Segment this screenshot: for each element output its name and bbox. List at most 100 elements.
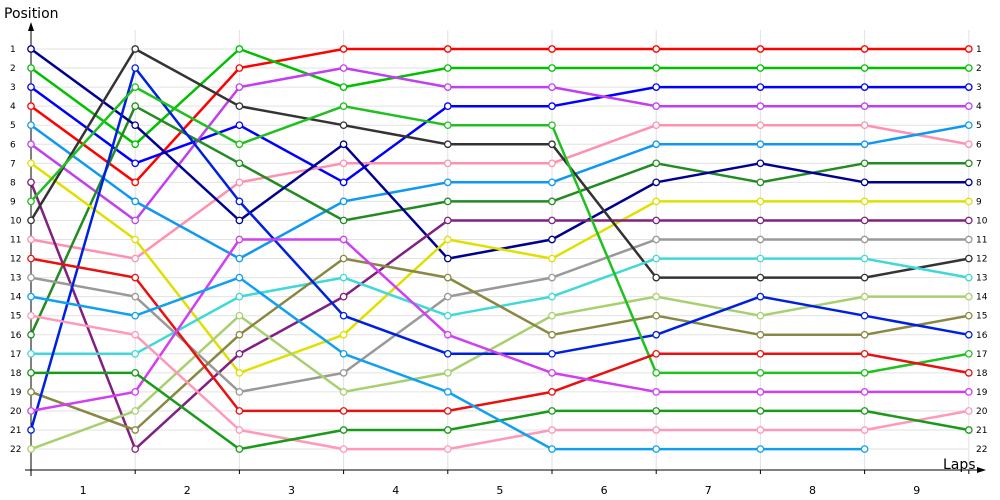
data-point bbox=[860, 330, 869, 339]
data-point bbox=[27, 216, 35, 225]
data-point bbox=[860, 197, 869, 206]
data-point bbox=[652, 445, 661, 453]
series-20 bbox=[27, 311, 973, 453]
y-tick-label-right: 6 bbox=[976, 140, 982, 150]
data-point bbox=[443, 159, 452, 168]
data-point bbox=[548, 407, 556, 415]
data-point bbox=[964, 197, 973, 206]
data-point bbox=[235, 216, 244, 225]
data-point bbox=[443, 292, 452, 301]
data-point bbox=[652, 102, 661, 111]
data-point bbox=[756, 311, 765, 320]
y-tick-label-left: 13 bbox=[10, 274, 21, 284]
data-point bbox=[443, 445, 452, 453]
data-point bbox=[339, 311, 348, 320]
y-tick-label-left: 22 bbox=[10, 445, 21, 455]
data-point bbox=[235, 254, 244, 263]
data-point bbox=[235, 330, 244, 339]
data-point bbox=[27, 102, 35, 111]
data-point bbox=[235, 235, 244, 244]
data-point bbox=[27, 368, 35, 377]
data-point bbox=[27, 426, 35, 434]
data-point bbox=[235, 83, 244, 91]
data-point bbox=[652, 121, 661, 130]
series-line bbox=[30, 162, 969, 375]
data-point bbox=[235, 159, 244, 168]
data-point bbox=[548, 140, 556, 149]
series-line bbox=[30, 314, 970, 451]
data-point bbox=[235, 273, 244, 282]
y-tick-label-right: 5 bbox=[976, 121, 982, 131]
data-point bbox=[339, 445, 348, 453]
y-tick-label-right: 9 bbox=[976, 197, 982, 207]
data-point bbox=[443, 330, 452, 339]
data-point bbox=[756, 102, 765, 111]
data-point bbox=[131, 292, 140, 301]
data-point bbox=[443, 349, 452, 358]
data-point bbox=[339, 273, 348, 282]
data-point bbox=[964, 121, 973, 130]
series-line bbox=[30, 257, 970, 413]
y-tick-label-left: 17 bbox=[10, 350, 21, 360]
data-point bbox=[964, 273, 973, 282]
y-axis-arrow bbox=[28, 22, 34, 31]
data-point bbox=[548, 273, 556, 282]
y-tick-label-right: 8 bbox=[976, 178, 982, 188]
y-tick-label-left: 7 bbox=[10, 159, 16, 169]
data-point bbox=[756, 368, 765, 377]
data-point bbox=[964, 216, 973, 225]
data-point bbox=[27, 254, 35, 263]
data-point bbox=[652, 292, 661, 301]
y-tick-label-right: 21 bbox=[976, 426, 987, 436]
data-point bbox=[548, 64, 556, 72]
data-point bbox=[756, 178, 765, 187]
data-point bbox=[131, 216, 140, 225]
series-2 bbox=[27, 45, 973, 149]
data-point bbox=[756, 273, 765, 282]
data-point bbox=[548, 445, 556, 453]
data-point bbox=[131, 273, 140, 282]
data-point bbox=[443, 121, 452, 130]
data-point bbox=[652, 83, 661, 91]
data-point bbox=[860, 349, 869, 358]
series-19 bbox=[27, 235, 973, 415]
data-point bbox=[548, 388, 556, 396]
data-point bbox=[548, 311, 556, 320]
data-point bbox=[27, 311, 35, 320]
series-9 bbox=[27, 159, 973, 377]
data-point bbox=[652, 388, 661, 396]
data-point bbox=[339, 45, 348, 53]
data-point bbox=[652, 407, 661, 415]
data-point bbox=[27, 407, 35, 415]
data-point bbox=[443, 426, 452, 434]
data-point bbox=[756, 159, 765, 168]
data-point bbox=[443, 178, 452, 187]
data-point bbox=[131, 197, 140, 206]
data-point bbox=[235, 64, 244, 72]
data-point bbox=[964, 368, 973, 377]
data-point bbox=[860, 368, 869, 377]
data-point bbox=[443, 64, 452, 72]
series-line bbox=[30, 47, 969, 184]
data-point bbox=[548, 330, 556, 339]
series-line bbox=[30, 47, 969, 146]
y-tick-label-right: 2 bbox=[976, 64, 982, 74]
data-point bbox=[964, 407, 973, 415]
data-point bbox=[548, 292, 556, 301]
data-point bbox=[652, 254, 661, 263]
data-point bbox=[131, 445, 140, 453]
x-tick-label: 9 bbox=[913, 484, 920, 497]
data-point bbox=[756, 197, 765, 206]
y-tick-label-left: 6 bbox=[10, 140, 16, 150]
data-point bbox=[27, 197, 35, 206]
data-point bbox=[860, 102, 869, 111]
data-point bbox=[235, 178, 244, 187]
series-6 bbox=[27, 121, 973, 263]
data-point bbox=[27, 349, 35, 358]
y-tick-label-right: 10 bbox=[976, 216, 988, 226]
data-point bbox=[860, 254, 869, 263]
data-point bbox=[27, 445, 35, 453]
data-point bbox=[27, 159, 35, 168]
series-line bbox=[30, 47, 969, 260]
